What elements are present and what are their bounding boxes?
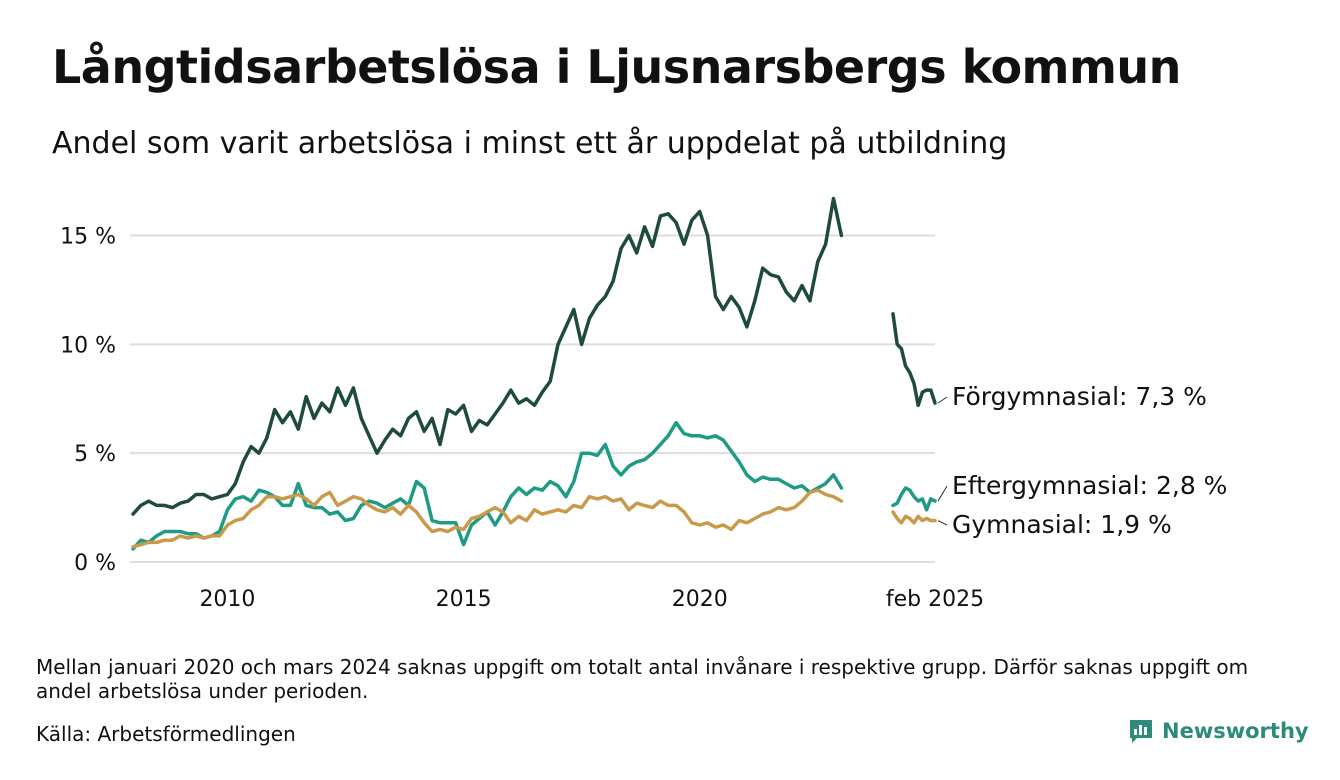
series-gymnasial-segment (131, 488, 844, 549)
x-tick-label: 2020 (672, 587, 728, 612)
series-gymnasial-line (131, 488, 937, 549)
series-förgymnasial-label: Förgymnasial: 7,3 % (952, 382, 1207, 411)
series-eftergymnasial-leader (937, 485, 948, 502)
x-tick-label: feb 2025 (886, 587, 984, 612)
line-chart: 0 % 5 % 10 % 15 % 2010 2015 2020 feb 2025 Förg… (60, 196, 1227, 612)
grid-layer (130, 234, 935, 563)
series-gymnasial-segment (891, 510, 937, 525)
series-eftergymnasial-label: Eftergymnasial: 2,8 % (952, 471, 1227, 500)
x-tick-label: 2010 (199, 587, 255, 612)
brand[interactable]: Newsworthy (1128, 718, 1309, 744)
series-eftergymnasial-segment (891, 486, 937, 512)
series-förgymnasial-segment (131, 196, 844, 516)
page-subtitle: Andel som varit arbetslösa i minst ett å… (52, 126, 1008, 161)
series-labels: Förgymnasial: 7,3 % Eftergymnasial: 2,8 %… (937, 382, 1227, 539)
footnote: Mellan januari 2020 och mars 2024 saknas… (36, 655, 1249, 703)
y-tick-label: 10 % (60, 333, 116, 358)
x-tick-label: 2015 (436, 587, 492, 612)
page-title: Långtidsarbetslösa i Ljusnarsbergs kommu… (52, 40, 1181, 94)
series-gymnasial-label: Gymnasial: 1,9 % (952, 510, 1172, 539)
source-credit: Källa: Arbetsförmedlingen (36, 722, 296, 746)
brand-name: Newsworthy (1162, 719, 1309, 743)
bar-chart-logo-icon (1130, 720, 1152, 743)
series-eftergymnasial-line (131, 420, 937, 551)
y-tick-label: 5 % (74, 442, 116, 467)
x-axis: 2010 2015 2020 feb 2025 (199, 587, 984, 612)
y-tick-label: 15 % (60, 225, 116, 250)
series-förgymnasial-leader (937, 396, 948, 404)
y-tick-label: 0 % (74, 551, 116, 576)
y-axis: 0 % 5 % 10 % 15 % (60, 225, 116, 576)
series-förgymnasial-line (131, 196, 937, 516)
series-gymnasial-leader (937, 520, 948, 526)
series-layer (131, 196, 937, 551)
series-eftergymnasial-segment (131, 420, 844, 551)
series-förgymnasial-segment (891, 312, 937, 408)
